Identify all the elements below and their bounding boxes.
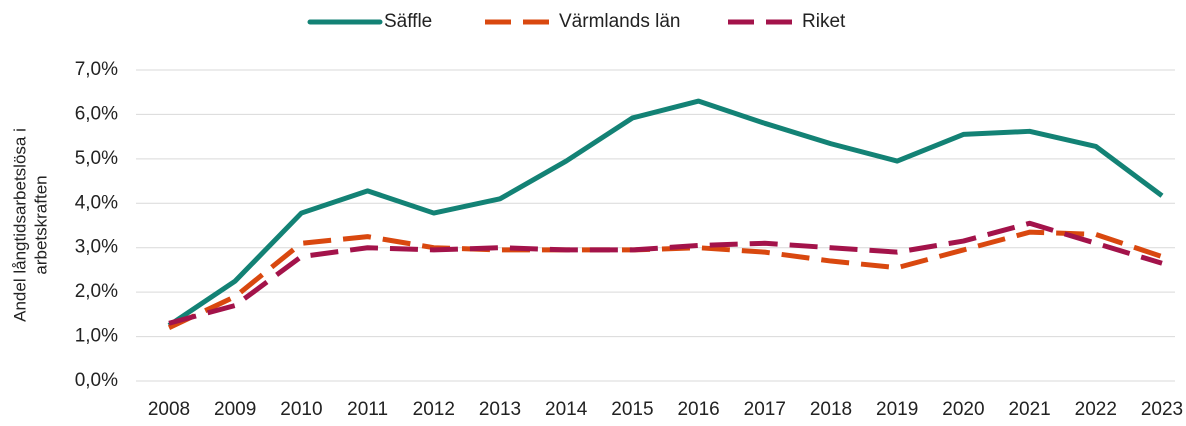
x-tick-label: 2023 [1141, 399, 1183, 420]
x-tick-label: 2008 [148, 399, 190, 420]
x-tick-label: 2015 [611, 399, 653, 420]
y-tick-label: 6,0% [75, 103, 118, 124]
x-tick-label: 2016 [677, 399, 719, 420]
x-tick-label: 2021 [1008, 399, 1050, 420]
x-tick-label: 2011 [347, 399, 388, 420]
y-tick-label: 5,0% [75, 148, 118, 169]
x-tick-label: 2009 [214, 399, 256, 420]
x-tick-label: 2017 [744, 399, 786, 420]
y-axis-title: arbetskraften [31, 175, 50, 274]
legend-label: Riket [802, 11, 846, 32]
x-tick-label: 2022 [1075, 399, 1117, 420]
series-line [168, 220, 1163, 326]
x-tick-label: 2020 [942, 399, 984, 420]
y-axis-title: Andel långtidsarbetslösa i [10, 128, 29, 322]
x-tick-label: 2012 [413, 399, 455, 420]
x-tick-label: 2018 [810, 399, 852, 420]
y-tick-label: 4,0% [75, 192, 118, 213]
y-tick-label: 0,0% [75, 370, 118, 391]
legend-label: Värmlands län [559, 11, 680, 32]
series-line [167, 98, 1164, 328]
y-tick-label: 7,0% [75, 59, 118, 80]
x-tick-label: 2013 [479, 399, 521, 420]
x-tick-label: 2014 [545, 399, 588, 420]
y-tick-label: 1,0% [75, 326, 118, 347]
y-tick-label: 2,0% [75, 281, 118, 302]
x-tick-label: 2019 [876, 399, 918, 420]
y-tick-label: 3,0% [75, 237, 118, 258]
legend-label: Säffle [384, 11, 432, 32]
x-tick-label: 2010 [280, 399, 322, 420]
series-line [167, 229, 1163, 330]
